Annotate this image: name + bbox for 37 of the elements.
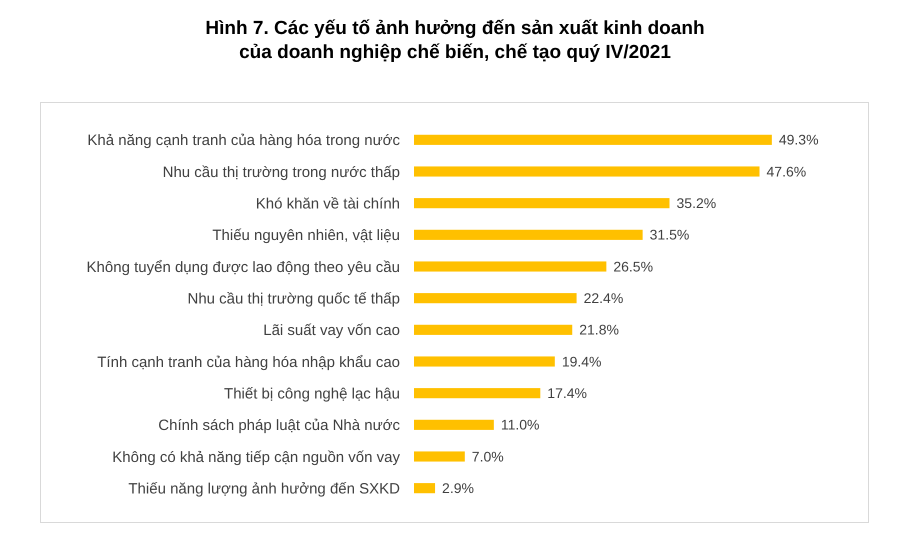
y-tick-label: Không tuyển dụng được lao động theo yêu cầu xyxy=(86,258,400,276)
y-tick-label: Thiết bị công nghệ lạc hậu xyxy=(224,385,400,402)
bar xyxy=(414,293,577,304)
chart-title: Hình 7. Các yếu tố ảnh hưởng đến sản xuất kinh doanh của doanh nghiệp chế biến, chế tạo quý IV/2021 xyxy=(205,18,705,63)
data-label: 19.4% xyxy=(562,353,602,370)
data-label: 17.4% xyxy=(547,385,587,402)
bar xyxy=(414,134,772,145)
data-label: 47.6% xyxy=(766,163,806,180)
y-tick-label: Tính cạnh tranh của hàng hóa nhập khẩu cao xyxy=(97,354,400,371)
data-label: 49.3% xyxy=(778,132,819,148)
y-tick-label: Nhu cầu thị trường trong nước thấp xyxy=(162,164,400,181)
data-label: 35.2% xyxy=(676,195,716,212)
bar xyxy=(414,324,572,335)
bar xyxy=(414,451,465,462)
y-tick-label: Lãi suất vay vốn cao xyxy=(263,322,400,340)
y-tick-label: Chính sách pháp luật của Nhà nước xyxy=(158,417,400,434)
bar xyxy=(414,230,643,240)
bar xyxy=(414,198,670,208)
bar xyxy=(414,420,494,430)
bar xyxy=(414,356,555,367)
y-tick-label: Thiếu nguyên nhiên, vật liệu xyxy=(212,227,400,244)
bar xyxy=(414,483,436,494)
bar xyxy=(414,166,760,177)
data-label: 22.4% xyxy=(584,290,624,306)
data-label: 2.9% xyxy=(442,480,474,496)
data-label: 31.5% xyxy=(650,226,690,243)
y-tick-label: Nhu cầu thị trường quốc tế thấp xyxy=(187,290,400,308)
bar xyxy=(414,261,606,272)
y-tick-label: Thiếu năng lượng ảnh hưởng đến SXKD xyxy=(128,480,400,498)
y-tick-label: Không có khả năng tiếp cận nguồn vốn vay xyxy=(112,448,400,466)
y-tick-label: Khó khăn về tài chính xyxy=(256,195,400,212)
data-label: 11.0% xyxy=(500,416,540,433)
data-label: 26.5% xyxy=(613,258,654,274)
bar xyxy=(414,388,540,398)
data-label: 7.0% xyxy=(472,448,504,464)
y-tick-label: Khả năng cạnh tranh của hàng hóa trong nước xyxy=(87,132,400,150)
data-label: 21.8% xyxy=(579,322,619,338)
